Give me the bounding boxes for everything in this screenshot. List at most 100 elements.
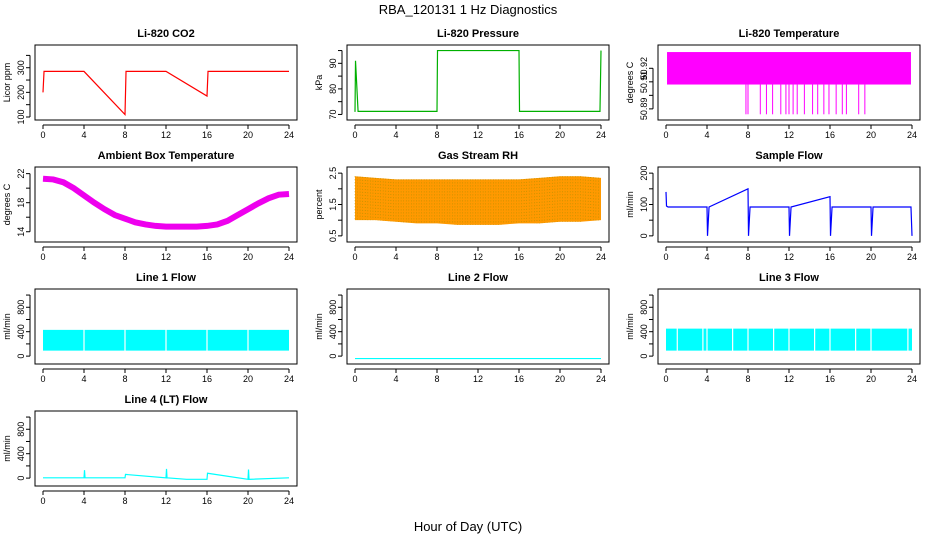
x-tick-label: 12 xyxy=(784,252,794,262)
x-tick-label: 24 xyxy=(284,252,294,262)
plot-frame xyxy=(346,288,610,365)
y-tick-label: 0 xyxy=(16,354,26,359)
chart-panel: Line 1 Flow 0 4 8 12 16 20 24 0 400 800 ml/min xyxy=(2,272,298,384)
chart-title: Line 3 Flow xyxy=(759,272,819,284)
y-tick-label: 70 xyxy=(328,109,338,119)
data-layer xyxy=(43,468,290,481)
x-tick-label: 16 xyxy=(202,130,212,140)
y-tick-label: 0.5 xyxy=(328,230,338,243)
y-axis-label: degrees C xyxy=(625,61,635,103)
x-tick-label: 20 xyxy=(866,374,876,384)
y-axis-label: ml/min xyxy=(625,191,635,218)
y-axis-label: degrees C xyxy=(2,183,12,225)
y-tick-label: 50.91 xyxy=(639,71,649,94)
plot-frame xyxy=(346,44,610,121)
y-tick-label: 0 xyxy=(328,354,338,359)
y-tick-label: 1.5 xyxy=(328,198,338,211)
x-tick-label: 24 xyxy=(907,252,917,262)
x-tick-label: 12 xyxy=(784,130,794,140)
y-tick-label: 400 xyxy=(16,324,26,339)
x-tick-label: 20 xyxy=(555,130,565,140)
plot-frame xyxy=(34,288,298,365)
x-tick-label: 8 xyxy=(122,130,127,140)
y-axis-label: ml/min xyxy=(625,313,635,340)
x-tick-label: 24 xyxy=(907,130,917,140)
y-tick-label: 2.5 xyxy=(328,167,338,180)
chart-panel: Line 3 Flow 0 4 8 12 16 20 24 0 400 800 ml/min xyxy=(625,272,921,384)
x-tick-label: 20 xyxy=(866,252,876,262)
plot-frame xyxy=(657,44,921,121)
chart-title: Li-820 CO2 xyxy=(137,28,194,40)
x-tick-label: 12 xyxy=(473,252,483,262)
x-tick-label: 4 xyxy=(704,252,709,262)
y-tick-label: 22 xyxy=(16,169,26,179)
x-tick-label: 4 xyxy=(393,252,398,262)
y-tick-label: 50.89 xyxy=(639,98,649,121)
x-tick-label: 12 xyxy=(161,130,171,140)
series-line xyxy=(42,70,289,117)
y-tick-label: 0 xyxy=(639,354,649,359)
x-tick-label: 0 xyxy=(40,252,45,262)
data-layer xyxy=(42,70,289,117)
x-tick-label: 4 xyxy=(704,130,709,140)
x-tick-label: 0 xyxy=(352,374,357,384)
x-tick-label: 16 xyxy=(514,252,524,262)
x-tick-label: 24 xyxy=(284,374,294,384)
x-tick-label: 4 xyxy=(704,374,709,384)
x-tick-label: 24 xyxy=(907,374,917,384)
y-tick-label: 200 xyxy=(639,166,649,181)
plot-frame xyxy=(657,288,921,365)
plot-frame xyxy=(657,166,921,243)
y-tick-label: 400 xyxy=(16,446,26,461)
x-tick-label: 4 xyxy=(81,496,86,506)
x-tick-label: 0 xyxy=(352,252,357,262)
x-tick-label: 8 xyxy=(434,130,439,140)
y-tick-label: 0 xyxy=(16,476,26,481)
x-tick-label: 8 xyxy=(745,130,750,140)
series-line xyxy=(665,187,913,236)
y-tick-label: 80 xyxy=(328,84,338,94)
chart-title: Gas Stream RH xyxy=(438,150,518,162)
y-tick-label: 18 xyxy=(16,198,26,208)
y-tick-label: 90 xyxy=(328,58,338,68)
x-tick-label: 8 xyxy=(434,374,439,384)
chart-panel: Ambient Box Temperature 0 4 8 12 16 20 24 14 18 22… xyxy=(2,150,298,262)
y-axis-label: ml/min xyxy=(2,435,12,462)
x-tick-label: 4 xyxy=(393,374,398,384)
y-tick-label: 400 xyxy=(639,324,649,339)
plot-frame xyxy=(34,44,298,121)
temperature-band xyxy=(667,52,911,85)
y-tick-label: 100 xyxy=(639,197,649,212)
x-tick-label: 12 xyxy=(161,252,171,262)
chart-panel: Li-820 CO2 0 4 8 12 16 20 24 100 200 300 Licor ppm xyxy=(2,28,298,140)
y-tick-label: 14 xyxy=(16,227,26,237)
x-tick-label: 0 xyxy=(40,374,45,384)
chart-title: Line 2 Flow xyxy=(448,272,508,284)
chart-panel: Li-820 Pressure 0 4 8 12 16 20 24 70 80 90 kPa xyxy=(314,28,610,140)
y-tick-label: 400 xyxy=(328,324,338,339)
x-tick-label: 8 xyxy=(434,252,439,262)
data-layer xyxy=(666,326,912,353)
y-tick-label: 300 xyxy=(16,60,26,75)
y-tick-label: 200 xyxy=(16,85,26,100)
plot-frame xyxy=(346,166,610,243)
x-tick-label: 24 xyxy=(596,130,606,140)
x-tick-label: 20 xyxy=(555,374,565,384)
x-tick-label: 16 xyxy=(202,374,212,384)
series-line xyxy=(43,468,290,481)
series-line xyxy=(42,175,290,230)
x-tick-label: 0 xyxy=(40,130,45,140)
y-axis-label: ml/min xyxy=(2,313,12,340)
y-tick-label: 800 xyxy=(16,422,26,437)
y-axis-label: kPa xyxy=(314,75,324,91)
x-tick-label: 4 xyxy=(81,130,86,140)
x-tick-label: 16 xyxy=(202,496,212,506)
data-layer xyxy=(665,187,913,236)
chart-panel: Li-820 Temperature 0 4 8 12 16 20 24 50.89 50.915… xyxy=(625,28,921,140)
y-axis-label: ml/min xyxy=(314,313,324,340)
series-line xyxy=(354,49,602,112)
x-tick-label: 24 xyxy=(284,130,294,140)
x-tick-label: 0 xyxy=(352,130,357,140)
chart-title: Line 4 (LT) Flow xyxy=(125,394,208,406)
y-tick-label: 800 xyxy=(639,300,649,315)
